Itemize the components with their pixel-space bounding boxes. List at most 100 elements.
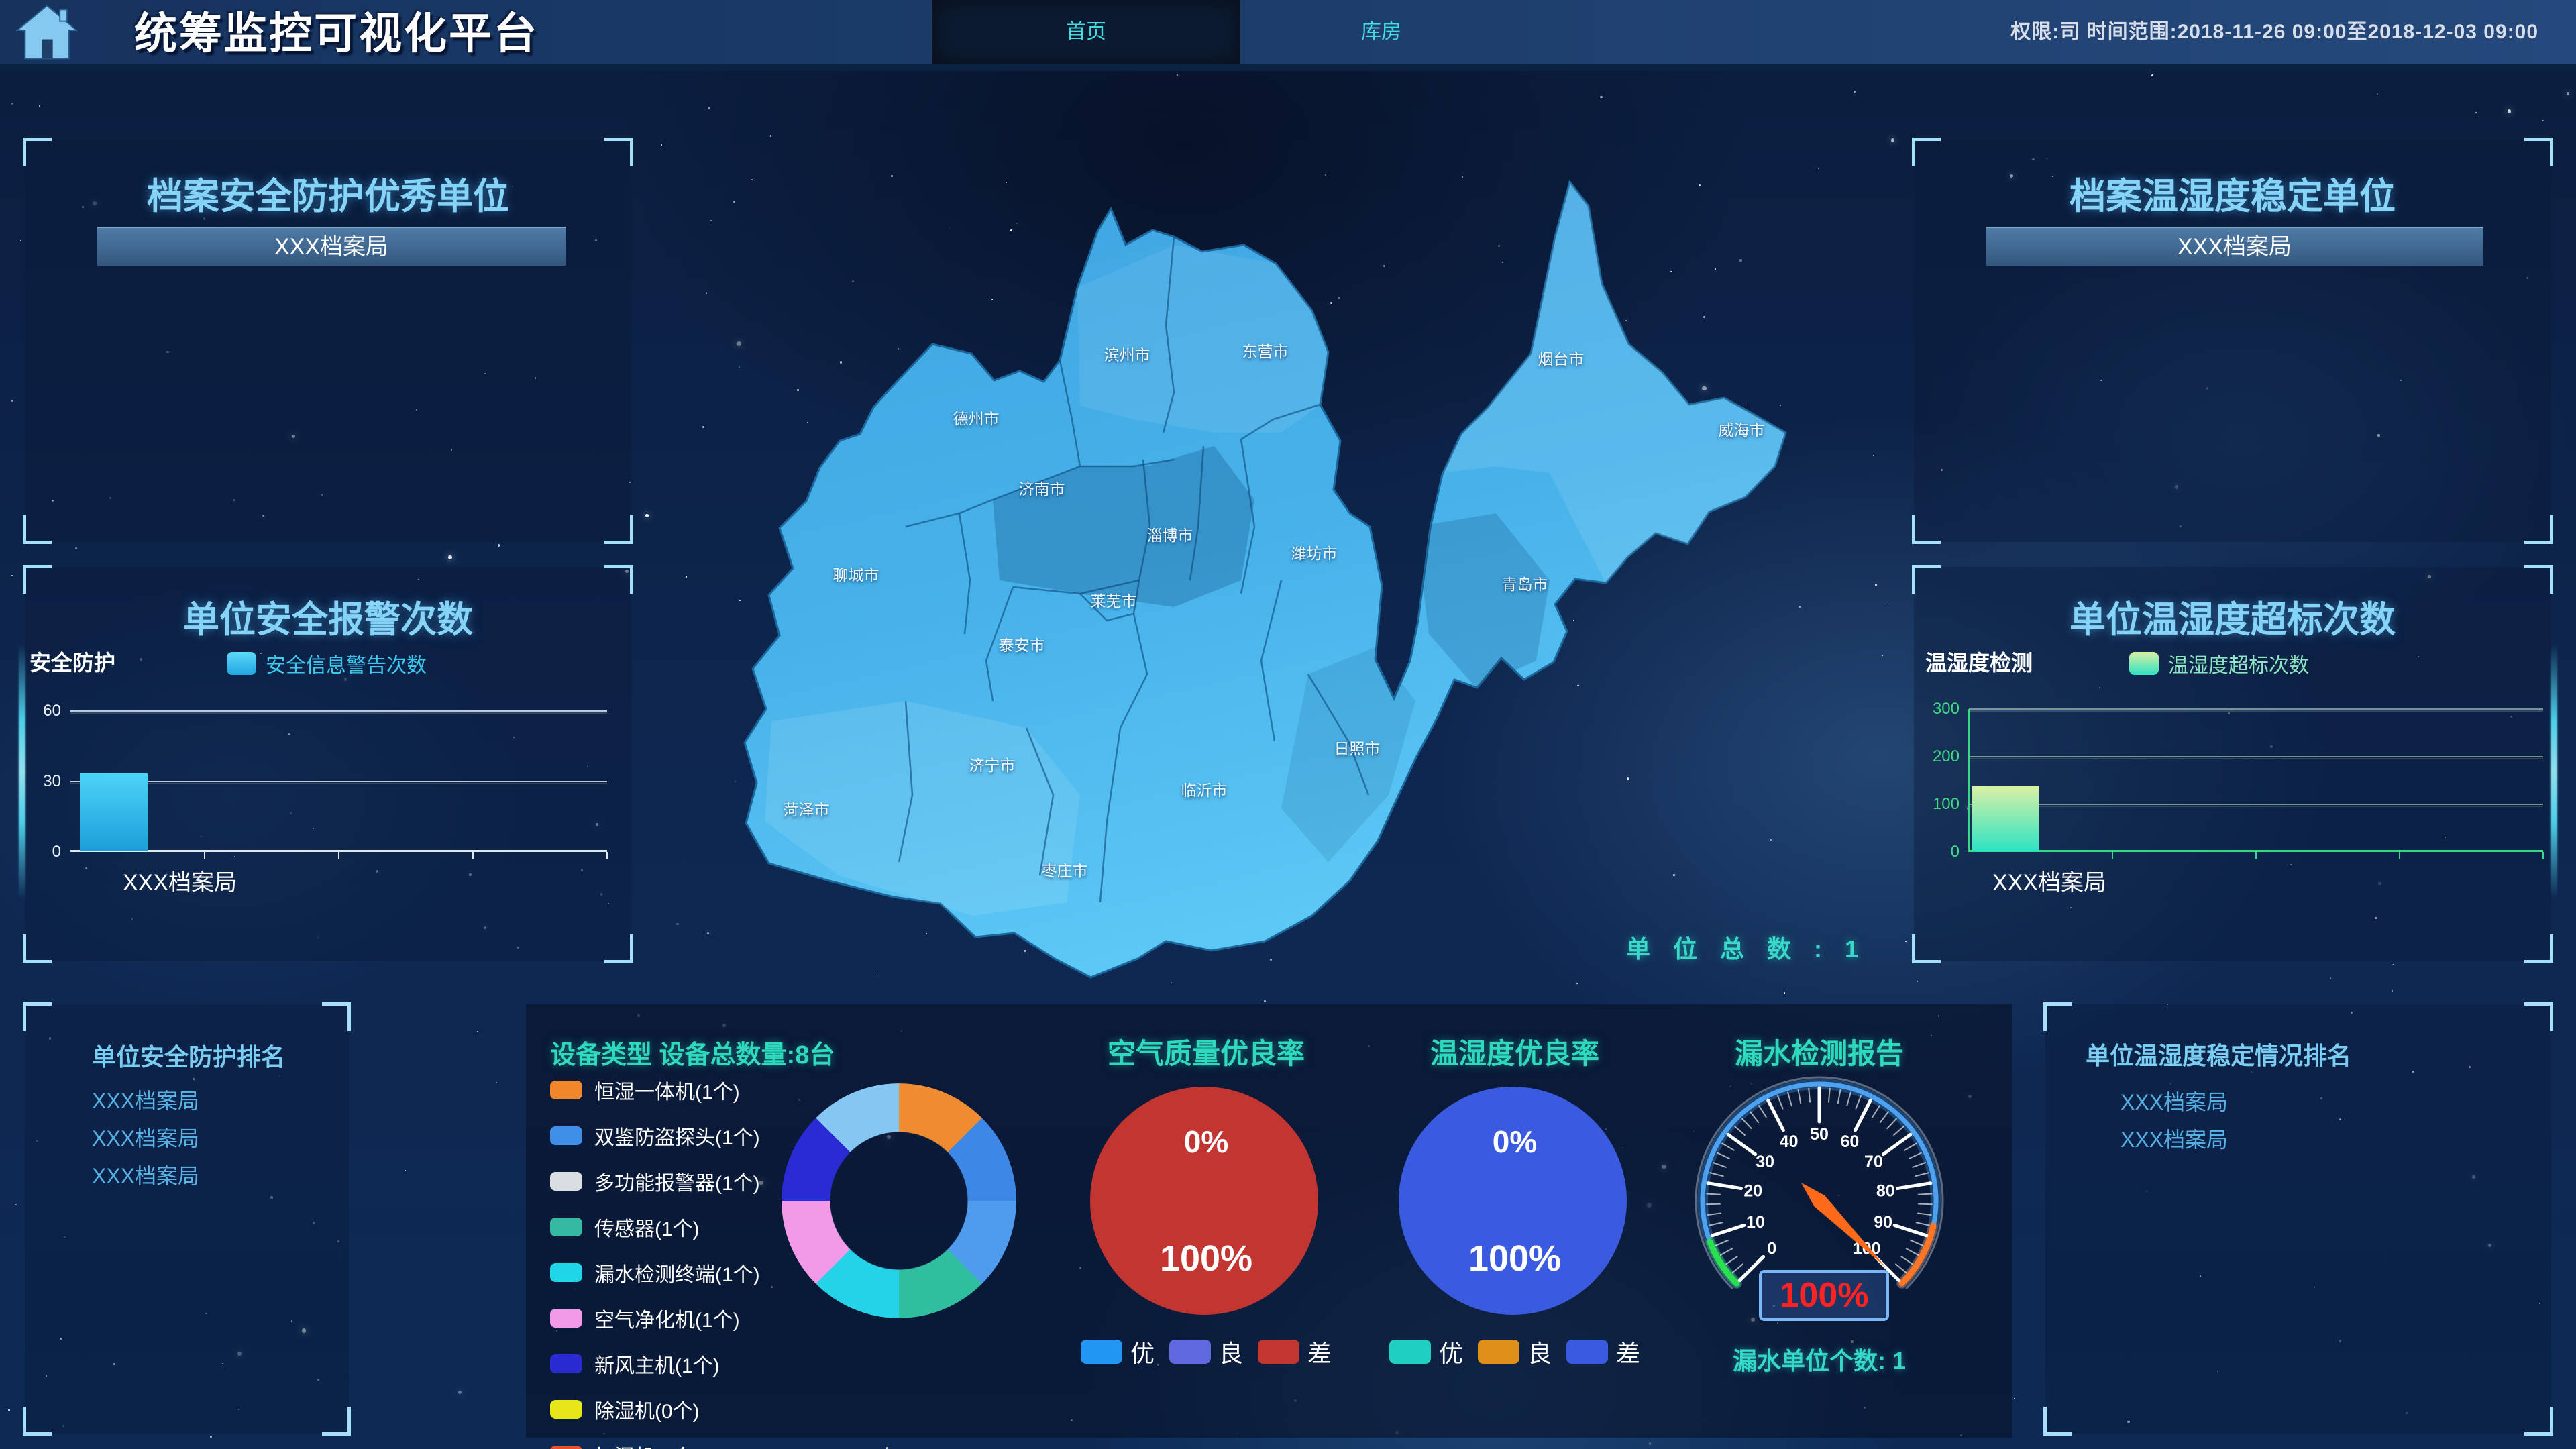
device-legend-label: 双鉴防盗探头(1个)	[594, 1127, 760, 1149]
x-axis-label: XXX档案局	[123, 870, 237, 896]
device-legend-item[interactable]: 多功能报警器(1个)	[550, 1167, 760, 1196]
device-legend-label: 传感器(1个)	[594, 1218, 700, 1240]
y-axis-tick: 100	[1932, 795, 1960, 813]
legend-item-差[interactable]: 差	[1258, 1334, 1332, 1369]
device-legend-chip	[550, 1263, 582, 1282]
rank-item[interactable]: XXX档案局	[92, 1164, 200, 1188]
device-legend-label: 新风主机(1个)	[594, 1355, 720, 1377]
legend-item-优[interactable]: 优	[1080, 1334, 1155, 1369]
unit-item[interactable]: XXX档案局	[1986, 227, 2483, 266]
security-bar-chart: 60 30 0 XXX档案局	[43, 702, 608, 896]
legend-item-良[interactable]: 良	[1169, 1334, 1243, 1369]
legend-chip	[1169, 1340, 1211, 1364]
axis-name: 温湿度检测	[1925, 651, 2033, 675]
city-label-济宁市: 济宁市	[969, 757, 1016, 774]
chart-legend[interactable]: 安全信息警告次数	[227, 649, 427, 678]
legend-label: 优	[1438, 1340, 1463, 1367]
rank-item[interactable]: XXX档案局	[92, 1126, 200, 1150]
device-legend-item[interactable]: 传感器(1个)	[550, 1212, 760, 1242]
header-info: 权限:司 时间范围:2018-11-26 09:00至2018-12-03 09…	[2010, 21, 2538, 43]
device-legend-item[interactable]: 恒湿一体机(1个)	[550, 1075, 760, 1105]
panel-security-alarm-chart: 单位安全报警次数 安全防护 安全信息警告次数 60 30 0 XXX档案局	[23, 565, 633, 963]
panel-humidity-rank: 单位温湿度稳定情况排名 XXX档案局 XXX档案局	[2043, 1002, 2553, 1436]
panel-title: 档案安全防护优秀单位	[147, 176, 509, 217]
svg-text:80: 80	[1876, 1181, 1895, 1200]
air-quality-title: 空气质量优良率	[1107, 1038, 1305, 1069]
device-legend-chip	[550, 1446, 582, 1449]
legend-chip	[1080, 1340, 1122, 1364]
legend-label: 优	[1130, 1340, 1155, 1367]
home-icon[interactable]	[15, 3, 79, 62]
device-legend-item[interactable]: 新风主机(1个)	[550, 1349, 760, 1379]
y-axis-tick: 300	[1932, 700, 1960, 718]
device-legend-item[interactable]: 空气净化机(1个)	[550, 1303, 760, 1333]
tab-bar: 首页 库房	[932, 0, 1522, 64]
y-axis-tick: 30	[43, 772, 61, 790]
device-legend-label: 多功能报警器(1个)	[594, 1173, 760, 1195]
rank-title: 单位安全防护排名	[92, 1043, 286, 1071]
legend-label: 差	[1616, 1340, 1641, 1367]
city-label-枣庄市: 枣庄市	[1041, 862, 1088, 879]
rank-item[interactable]: XXX档案局	[92, 1089, 200, 1113]
device-legend-label: 除湿机(0个)	[594, 1401, 700, 1423]
city-label-济南市: 济南市	[1018, 480, 1065, 498]
device-legend-chip	[550, 1126, 582, 1145]
rank-item[interactable]: XXX档案局	[2121, 1090, 2229, 1114]
leak-value-badge: 100%	[1759, 1270, 1889, 1321]
rank-title: 单位温湿度稳定情况排名	[2086, 1042, 2352, 1069]
legend-label: 良	[1527, 1340, 1552, 1367]
legend-chip	[2129, 652, 2159, 675]
rank-item[interactable]: XXX档案局	[2121, 1128, 2229, 1152]
device-donut-chart	[782, 1083, 1016, 1318]
legend-item-差[interactable]: 差	[1566, 1334, 1640, 1369]
legend-label: 差	[1307, 1340, 1332, 1367]
legend-label: 温湿度超标次数	[2168, 655, 2309, 677]
panel-security-rank: 单位安全防护排名 XXX档案局 XXX档案局 XXX档案局	[23, 1002, 351, 1436]
city-label-菏泽市: 菏泽市	[783, 801, 830, 818]
device-legend-chip	[550, 1081, 582, 1099]
city-label-潍坊市: 潍坊市	[1291, 545, 1338, 562]
legend-label: 良	[1218, 1340, 1243, 1367]
device-legend-chip	[550, 1400, 582, 1419]
device-legend-item[interactable]: 漏水检测终端(1个)	[550, 1258, 760, 1287]
tab-首页[interactable]: 首页	[932, 0, 1240, 64]
device-legend-item[interactable]: 除湿机(0个)	[550, 1395, 760, 1424]
humidity-bar-chart: 300 200 100 0 XXX档案局	[1933, 700, 2544, 896]
unit-total-label: 单 位 总 数 : 1	[1626, 935, 1867, 963]
city-label-德州市: 德州市	[953, 410, 1000, 427]
gauge-needle	[1801, 1183, 1886, 1267]
panel-humidity-best-unit: 档案温湿度稳定单位 XXX档案局	[1912, 138, 2553, 544]
panel-title: 档案温湿度稳定单位	[2070, 176, 2396, 217]
tab-库房[interactable]: 库房	[1361, 21, 1401, 43]
shandong-map: 滨州市 东营市 烟台市 威海市 德州市 济南市 淄博市 潍坊市 聊城市 莱芜市 泰安市 青岛市 日照市临…	[704, 151, 1791, 983]
legend-chip	[227, 652, 256, 675]
leak-report-title: 漏水检测报告	[1734, 1038, 1904, 1069]
city-label-烟台市: 烟台市	[1538, 350, 1585, 368]
device-legend-chip	[550, 1309, 582, 1328]
svg-text:30: 30	[1756, 1152, 1774, 1171]
chart-legend[interactable]: 温湿度超标次数	[2129, 649, 2309, 678]
city-label-滨州市: 滨州市	[1104, 346, 1150, 364]
device-legend-chip	[550, 1354, 582, 1373]
legend-item-良[interactable]: 良	[1477, 1334, 1552, 1369]
air-quality-legend: 优良差	[1072, 1334, 1340, 1369]
unit-item[interactable]: XXX档案局	[97, 227, 566, 266]
y-axis-tick: 200	[1932, 747, 1960, 765]
temp-humidity-title: 温湿度优良率	[1430, 1038, 1599, 1069]
decor-strip-left	[19, 644, 25, 899]
city-label-聊城市: 聊城市	[833, 566, 879, 584]
bar-XXX档案局	[80, 773, 148, 851]
rank-list: XXX档案局 XXX档案局 XXX档案局	[92, 1082, 199, 1195]
axis-name: 安全防护	[30, 651, 116, 675]
device-legend-label: 空气净化机(1个)	[594, 1309, 740, 1332]
city-label-临沂市: 临沂市	[1181, 782, 1228, 799]
device-legend-item[interactable]: 双鉴防盗探头(1个)	[550, 1121, 760, 1150]
device-legend-item[interactable]: 加湿机(0个)	[550, 1440, 760, 1449]
panel-security-best-unit: 档案安全防护优秀单位 XXX档案局	[23, 138, 633, 544]
legend-item-优[interactable]: 优	[1389, 1334, 1463, 1369]
svg-text:40: 40	[1780, 1132, 1799, 1151]
y-axis-tick: 0	[1950, 843, 1960, 861]
shandong-map-svg[interactable]	[704, 151, 1791, 983]
temp-pie-bottom-value: 100%	[1468, 1238, 1562, 1279]
